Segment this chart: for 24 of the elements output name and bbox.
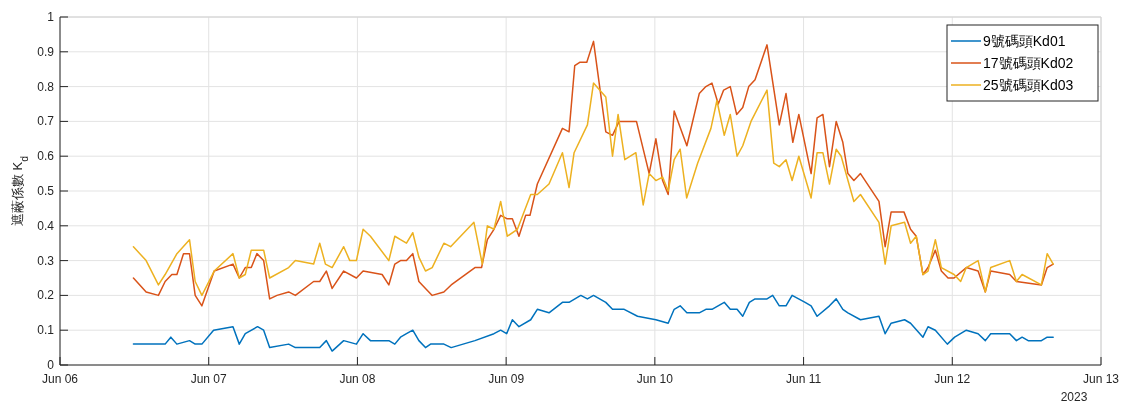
y-tick-label: 0.8 bbox=[37, 79, 55, 94]
x-tick-label: Jun 12 bbox=[934, 372, 971, 386]
y-tick-label: 0.4 bbox=[37, 218, 55, 233]
y-tick-label: 1 bbox=[47, 10, 55, 24]
y-tick-label: 0.5 bbox=[37, 184, 55, 198]
legend-label: 25號碼頭Kd03 bbox=[983, 77, 1074, 93]
x-tick-label: Jun 08 bbox=[339, 372, 376, 386]
y-tick-label: 0.9 bbox=[37, 44, 55, 59]
x-tick-label: Jun 10 bbox=[636, 372, 674, 386]
x-tick-label: Jun 13 bbox=[1082, 372, 1120, 386]
x-tick-label: Jun 09 bbox=[488, 372, 525, 386]
y-tick-label: 0.2 bbox=[37, 288, 55, 303]
x-tick-label: Jun 06 bbox=[41, 372, 79, 386]
x-tick-label: Jun 11 bbox=[786, 372, 822, 386]
y-tick-label: 0.7 bbox=[37, 114, 55, 129]
text: 2023 bbox=[1060, 390, 1088, 404]
x-tick-label: Jun 07 bbox=[190, 372, 228, 386]
legend-label: 17號碼頭Kd02 bbox=[983, 55, 1074, 71]
y-tick-label: 0.1 bbox=[37, 323, 55, 338]
y-tick-label: 0.3 bbox=[37, 253, 55, 268]
legend-label: 9號碼頭Kd01 bbox=[983, 33, 1066, 49]
y-tick-label: 0.6 bbox=[37, 149, 55, 164]
y-tick-label: 0 bbox=[47, 358, 55, 372]
line-series bbox=[132, 294, 1054, 352]
